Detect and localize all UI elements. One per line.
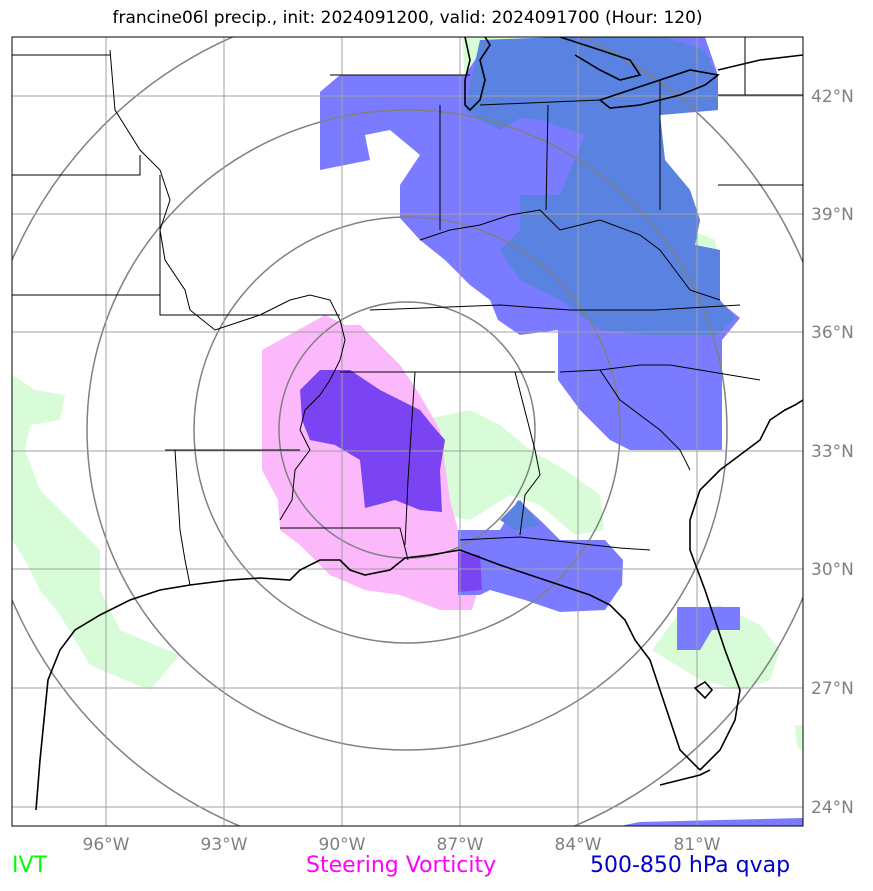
- border-fl-north: [459, 536, 651, 551]
- range-ring-2: [193, 216, 621, 644]
- border-mo-ar: [12, 294, 340, 316]
- lake-erie: [598, 69, 720, 109]
- border-sc-ga: [599, 369, 691, 471]
- lon-label-84w: 84°W: [555, 835, 602, 855]
- lake-michigan: [464, 37, 491, 112]
- overlap-area-mississippi: [300, 370, 445, 512]
- border-tx-la: [174, 449, 191, 586]
- lon-label-90w: 90°W: [319, 835, 366, 855]
- coast-keys: [659, 769, 711, 786]
- border-nc-sc: [559, 364, 761, 381]
- border-va-nc: [654, 304, 741, 311]
- lake-okeechobee: [693, 680, 714, 700]
- ivt-area-alabama: [432, 410, 604, 535]
- border-al-ga: [514, 371, 541, 536]
- lon-label-87w: 87°W: [437, 835, 484, 855]
- plot-frame: [11, 36, 804, 827]
- border-ia-mo: [12, 155, 141, 176]
- lat-label-39n: 39°N: [811, 205, 854, 225]
- lake-huron: [559, 37, 642, 81]
- border-ms-al: [404, 371, 416, 546]
- lat-label-36n: 36°N: [811, 323, 854, 343]
- border-in-oh: [545, 104, 549, 211]
- state-borders: [12, 37, 803, 586]
- lon-label-96w: 96°W: [83, 835, 130, 855]
- range-ring-3: [86, 109, 728, 751]
- coastlines: [35, 37, 803, 811]
- lat-label-42n: 42°N: [811, 87, 854, 107]
- lat-label-33n: 33°N: [811, 442, 854, 462]
- coast-gulf-florida: [459, 549, 701, 771]
- qvap-area-gulf: [458, 500, 623, 612]
- lon-label-81w: 81°W: [674, 835, 721, 855]
- lon-label-93w: 93°W: [201, 835, 248, 855]
- lat-label-30n: 30°N: [811, 560, 854, 580]
- legend-ivt: IVT: [12, 853, 47, 878]
- qvap-area-florida: [677, 607, 740, 650]
- ivt-area-east-edge: [795, 725, 803, 750]
- border-wv: [639, 234, 721, 301]
- overlap-area-coast: [458, 552, 482, 592]
- border-tn-north: [369, 304, 655, 311]
- lat-label-27n: 27°N: [811, 679, 854, 699]
- coast-atlantic: [689, 399, 803, 771]
- map-title: francine06l precip., init: 2024091200, v…: [112, 8, 703, 28]
- qvap-area-south-edge: [620, 818, 803, 826]
- coast-gulf-louisiana: [189, 549, 461, 586]
- border-ms-river: [109, 49, 346, 521]
- lat-label-24n: 24°N: [811, 798, 854, 818]
- ivt-area-texas: [12, 375, 180, 690]
- border-ky-oh: [419, 209, 641, 241]
- border-mi-oh: [479, 99, 601, 106]
- qvap-core-gulf: [500, 500, 540, 530]
- graticule: [12, 37, 803, 826]
- lake-ontario: [717, 54, 803, 71]
- legend-steering-vorticity: Steering Vorticity: [306, 853, 497, 878]
- lon-labels: 96°W 93°W 90°W 87°W 84°W 81°W: [83, 835, 721, 855]
- lat-labels: 42°N 39°N 36°N 33°N 30°N 27°N 24°N: [811, 87, 854, 818]
- legend-qvap: 500-850 hPa qvap: [590, 853, 791, 878]
- overlap-layer: [300, 370, 482, 592]
- border-la-ms: [280, 527, 409, 561]
- coast-gulf-texas: [35, 584, 191, 811]
